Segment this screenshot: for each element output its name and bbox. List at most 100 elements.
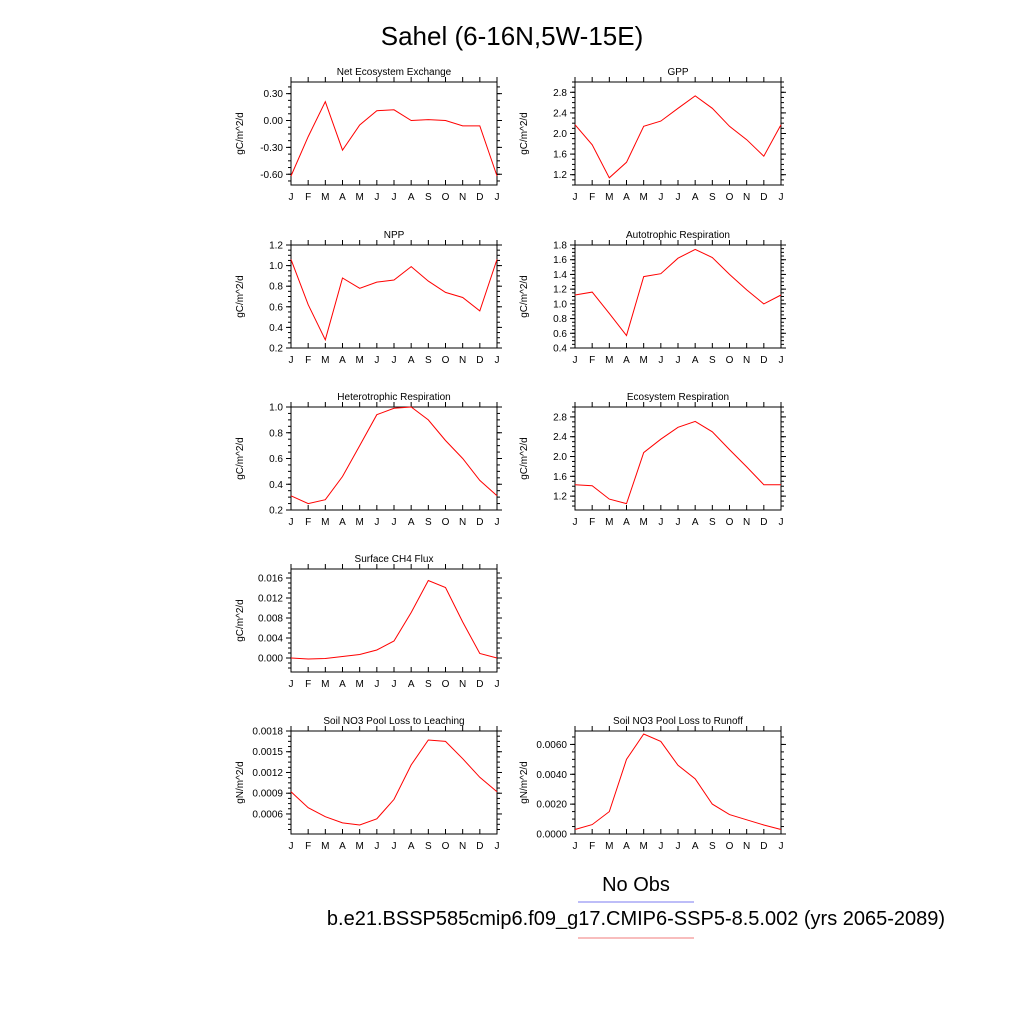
x-tick-label: O <box>442 355 450 366</box>
x-tick-label: J <box>392 517 397 528</box>
x-tick-label: A <box>623 192 630 203</box>
x-tick-label: M <box>355 192 363 203</box>
y-tick-label: 0.4 <box>269 480 283 491</box>
x-tick-label: D <box>760 355 767 366</box>
x-tick-label: A <box>692 355 699 366</box>
x-tick-label: J <box>779 517 784 528</box>
x-tick-label: M <box>321 355 329 366</box>
x-tick-label: J <box>658 192 663 203</box>
x-tick-label: S <box>425 841 432 852</box>
y-tick-label: -0.60 <box>260 170 283 181</box>
x-tick-label: F <box>589 517 595 528</box>
plot-frame <box>290 81 498 186</box>
x-tick-label: J <box>374 355 379 366</box>
x-tick-label: J <box>658 517 663 528</box>
x-tick-label: N <box>743 355 750 366</box>
y-axis-label: gC/m^2/d <box>235 112 246 155</box>
x-tick-label: J <box>676 355 681 366</box>
y-tick-label: 0.8 <box>553 314 567 325</box>
x-tick-label: O <box>726 841 734 852</box>
plot-frame <box>574 730 782 835</box>
x-tick-label: J <box>374 192 379 203</box>
x-tick-label: M <box>605 192 613 203</box>
y-axis-label: gC/m^2/d <box>235 437 246 480</box>
x-tick-label: D <box>476 355 483 366</box>
x-tick-label: N <box>743 517 750 528</box>
x-tick-label: D <box>476 841 483 852</box>
y-tick-label: 0.000 <box>258 654 283 665</box>
x-tick-label: J <box>289 192 294 203</box>
x-tick-label: O <box>442 841 450 852</box>
x-tick-label: N <box>459 841 466 852</box>
x-tick-label: J <box>573 841 578 852</box>
panel-title: Ecosystem Respiration <box>627 392 729 403</box>
x-tick-label: J <box>374 679 379 690</box>
y-tick-label: 2.8 <box>553 412 567 423</box>
x-tick-label: O <box>726 517 734 528</box>
x-tick-label: F <box>305 679 311 690</box>
x-tick-label: N <box>459 192 466 203</box>
x-tick-label: A <box>408 355 415 366</box>
x-tick-label: S <box>425 517 432 528</box>
y-tick-label: 0.008 <box>258 614 283 625</box>
x-tick-label: O <box>726 192 734 203</box>
x-tick-label: D <box>760 192 767 203</box>
x-tick-label: M <box>639 517 647 528</box>
y-axis-label: gC/m^2/d <box>519 275 530 318</box>
legend-label-obs: No Obs <box>602 874 670 896</box>
y-axis-label: gC/m^2/d <box>235 599 246 642</box>
x-tick-label: A <box>408 841 415 852</box>
x-tick-label: S <box>709 355 716 366</box>
x-tick-label: M <box>639 192 647 203</box>
x-tick-label: A <box>339 679 346 690</box>
y-tick-label: 0.8 <box>269 282 283 293</box>
y-tick-label: 0.0009 <box>252 789 283 800</box>
x-tick-label: J <box>658 841 663 852</box>
y-tick-label: 0.004 <box>258 634 283 645</box>
x-tick-label: A <box>623 841 630 852</box>
x-tick-label: A <box>623 355 630 366</box>
y-tick-label: 1.6 <box>553 150 567 161</box>
x-tick-label: F <box>589 355 595 366</box>
y-tick-label: 2.4 <box>553 108 567 119</box>
x-tick-label: J <box>658 355 663 366</box>
x-tick-label: S <box>709 841 716 852</box>
series-line <box>290 739 498 826</box>
x-tick-label: M <box>321 192 329 203</box>
y-tick-label: 1.2 <box>269 241 283 252</box>
y-tick-label: 0.0012 <box>252 768 283 779</box>
x-tick-label: J <box>392 679 397 690</box>
y-tick-label: 0.8 <box>269 428 283 439</box>
y-tick-label: 2.0 <box>553 452 567 463</box>
x-tick-label: A <box>339 517 346 528</box>
plot-frame <box>290 406 498 511</box>
panel-title: Autotrophic Respiration <box>626 230 730 241</box>
x-tick-label: M <box>355 355 363 366</box>
y-tick-label: 0.2 <box>269 506 283 517</box>
x-tick-label: N <box>459 355 466 366</box>
y-tick-label: 2.0 <box>553 129 567 140</box>
plot-frame <box>574 406 782 511</box>
panel-title: Soil NO3 Pool Loss to Leaching <box>323 716 464 727</box>
series-line <box>574 420 781 505</box>
x-tick-label: O <box>726 355 734 366</box>
x-tick-label: F <box>589 841 595 852</box>
x-tick-label: A <box>692 517 699 528</box>
x-tick-label: J <box>495 841 500 852</box>
y-axis-label: gC/m^2/d <box>519 437 530 480</box>
x-tick-label: A <box>339 841 346 852</box>
x-tick-label: F <box>305 355 311 366</box>
y-axis-label: gC/m^2/d <box>519 112 530 155</box>
y-tick-label: 2.4 <box>553 432 567 443</box>
x-tick-label: A <box>339 192 346 203</box>
x-tick-label: M <box>605 517 613 528</box>
x-tick-label: M <box>355 517 363 528</box>
series-line <box>290 579 498 660</box>
x-tick-label: M <box>355 841 363 852</box>
y-tick-label: 0.0040 <box>536 770 567 781</box>
